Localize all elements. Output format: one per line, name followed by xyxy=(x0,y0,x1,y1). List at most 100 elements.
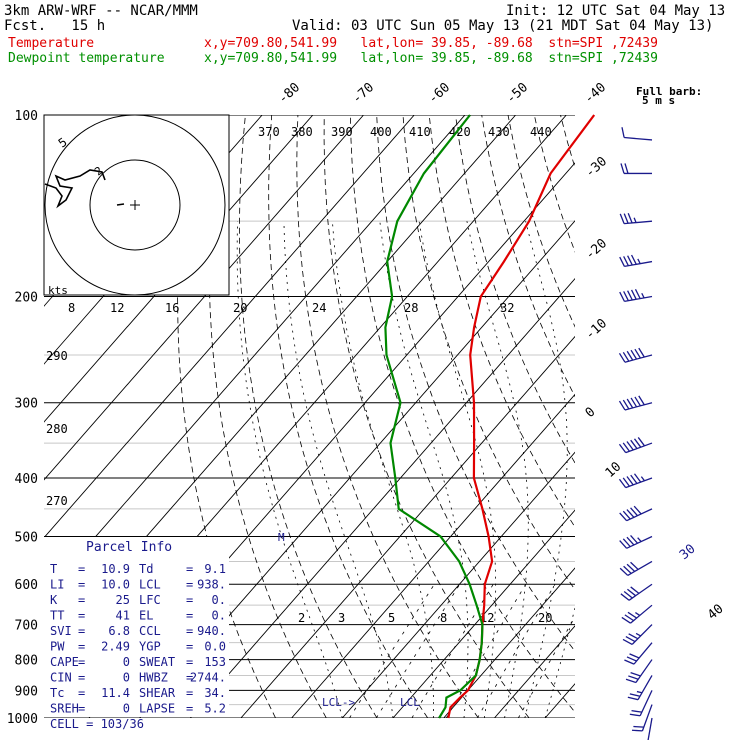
mixing-ratio-line xyxy=(477,583,556,718)
wind-barb xyxy=(619,254,653,268)
pressure-label: 800 xyxy=(15,654,38,669)
wind-barb-flag xyxy=(619,291,626,302)
dry-adiabat-line xyxy=(402,115,575,591)
mixing-ratio-label: 32 xyxy=(500,301,514,315)
wind-barb-flag xyxy=(630,474,638,484)
parcel-info-value: 9.1 xyxy=(204,562,226,576)
wind-barb-half-flag xyxy=(637,537,642,542)
dewpoint-line xyxy=(384,114,484,719)
parcel-info-key: LCL xyxy=(139,578,161,592)
valid-time: Valid: 03 UTC Sun 05 May 13 (21 MDT Sat … xyxy=(292,18,714,34)
wind-barb-flag xyxy=(623,256,629,267)
plot-area xyxy=(44,115,740,718)
wind-barb xyxy=(621,604,653,624)
moist-adiabat-line xyxy=(332,221,434,718)
wind-barb-flag xyxy=(620,163,625,174)
isotherm-label: -50 xyxy=(504,80,531,107)
wind-barb-staff xyxy=(625,442,653,454)
wind-barb-flag xyxy=(629,653,640,659)
wind-barb-staff xyxy=(628,583,653,601)
wind-barb-flag xyxy=(626,509,635,518)
parcel-info-eq: = xyxy=(78,578,85,592)
parcel-info-key: EL xyxy=(139,609,153,623)
parcel-info-value: 0 xyxy=(123,702,130,716)
wind-barb-flag xyxy=(630,586,640,594)
wind-barb xyxy=(631,704,653,732)
isotherm-line xyxy=(392,509,575,718)
pressure-label: 400 xyxy=(15,472,38,487)
parcel-info-eq: = xyxy=(186,562,193,576)
moist-adiabat-line xyxy=(524,221,568,718)
wind-barb-staff xyxy=(627,560,653,577)
parcel-info-key: Td xyxy=(139,562,153,576)
wind-barb-staff xyxy=(624,295,653,303)
wind-barb-staff xyxy=(624,402,653,411)
hodograph-ring-inner xyxy=(89,159,181,251)
pressure-label: 200 xyxy=(15,291,38,306)
wind-barb xyxy=(620,583,653,601)
wind-barb-staff xyxy=(624,136,653,141)
isotherm-line xyxy=(44,115,415,539)
pressure-label: 300 xyxy=(15,397,38,412)
wind-barb xyxy=(622,624,653,645)
saturation-label: 8 xyxy=(440,611,447,625)
dry-adiabat-line xyxy=(692,115,740,718)
wind-barb-flag xyxy=(619,567,629,576)
wind-barb-flag xyxy=(618,352,626,363)
wind-barb-flag xyxy=(638,347,645,358)
wind-barb-staff xyxy=(639,690,653,717)
wind-barb-flag xyxy=(626,476,634,486)
wind-barb-flag xyxy=(624,614,634,622)
dry-adiabat-line xyxy=(639,115,740,718)
pressure-label: 500 xyxy=(15,530,38,545)
dry-adiabat-line xyxy=(350,115,575,713)
pressure-label: 600 xyxy=(15,578,38,593)
wind-barb-flag xyxy=(625,636,636,643)
wind-barb-flag xyxy=(622,399,630,410)
wind-barb-flag xyxy=(623,291,629,301)
saturation-label: 5 xyxy=(388,611,395,625)
full-barb-label: Full barb: xyxy=(636,85,702,98)
wind-barb-flag xyxy=(634,348,641,359)
parcel-info-key: LAPSE xyxy=(139,702,175,716)
parcel-info-value: 0 xyxy=(123,655,130,669)
parcel-info-value: 0 xyxy=(123,671,130,685)
parcel-info-key: SWEAT xyxy=(139,655,175,669)
wind-barb-staff xyxy=(626,535,653,549)
wind-barb-flag xyxy=(622,510,631,520)
parcel-info-eq: = xyxy=(78,686,85,700)
lcl-right-annotation: LCL xyxy=(400,696,420,709)
wind-barb-flag xyxy=(619,540,628,549)
parcel-info-value: 0. xyxy=(212,593,226,607)
wind-barb-flag xyxy=(619,512,628,522)
parcel-info-eq: = xyxy=(186,686,193,700)
saturation-label: 3 xyxy=(338,611,345,625)
dry-adiabat-line xyxy=(296,115,479,718)
parcel-info-eq: = xyxy=(186,702,193,716)
pressure-label: 100 xyxy=(15,109,38,124)
isotherm-line xyxy=(44,115,466,597)
wind-barb-staff xyxy=(626,508,653,522)
forecast-hour: Fcst. 15 h xyxy=(4,18,106,34)
isotherm-line xyxy=(44,115,364,481)
saturation-label: 20 xyxy=(538,611,552,625)
wind-barb-staff xyxy=(637,675,653,701)
wind-barb-flag xyxy=(620,593,630,601)
wind-barb-flag xyxy=(618,478,627,489)
parcel-info-key: SVI xyxy=(50,624,72,638)
parcel-info-eq: = xyxy=(78,609,85,623)
dewpoint-legend-label: Dewpoint temperature xyxy=(8,51,165,66)
dry-adiabat-line xyxy=(507,115,575,328)
parcel-info-value: 2744. xyxy=(190,671,226,685)
theta-label: 370 xyxy=(258,125,280,139)
dry-adiabat-line xyxy=(455,115,575,464)
dry-adiabat-line xyxy=(666,115,740,718)
wind-barb-flag xyxy=(626,563,636,572)
wind-barb xyxy=(627,675,653,701)
dry-adiabat-line xyxy=(239,115,378,718)
isotherm-line xyxy=(596,115,740,718)
wind-barb-staff xyxy=(624,220,653,225)
wind-barb-flag xyxy=(630,254,637,265)
isotherm-line xyxy=(341,451,575,718)
wind-barb-flag xyxy=(633,505,642,515)
